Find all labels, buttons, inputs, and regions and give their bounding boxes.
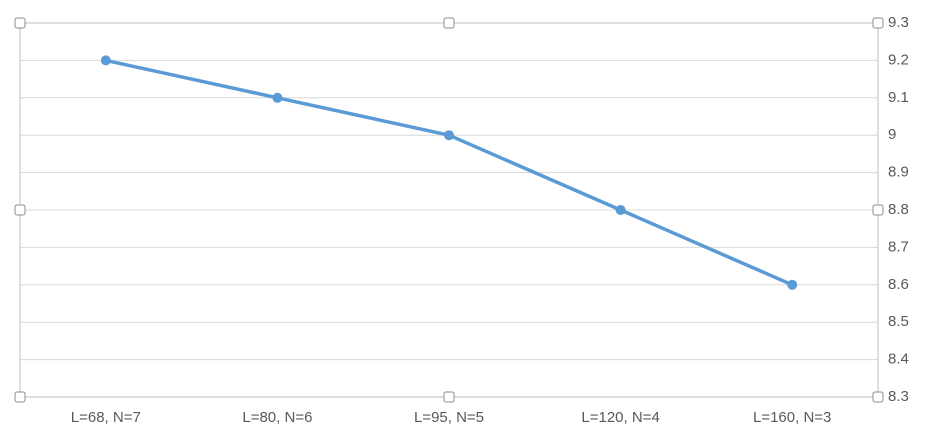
y-tick-label: 9.1 xyxy=(888,89,909,106)
y-tick-label: 8.4 xyxy=(888,351,909,368)
handle xyxy=(872,391,884,403)
y-tick-label: 8.7 xyxy=(888,238,909,255)
y-tick-label: 9.2 xyxy=(888,51,909,68)
marker xyxy=(787,279,798,290)
y-tick-label: 9 xyxy=(888,126,896,143)
handle xyxy=(872,17,884,29)
handle xyxy=(14,391,26,403)
x-tick-label: L=120, N=4 xyxy=(581,409,659,426)
handle xyxy=(443,391,455,403)
handle xyxy=(443,17,455,29)
y-tick-label: 8.6 xyxy=(888,276,909,293)
y-tick-label: 8.3 xyxy=(888,388,909,405)
marker xyxy=(615,205,626,215)
y-tick-label: 8.5 xyxy=(888,313,909,330)
marker xyxy=(272,92,283,103)
handle xyxy=(872,204,884,216)
marker xyxy=(444,130,454,141)
y-tick-label: 8.9 xyxy=(888,164,909,181)
handle xyxy=(14,17,26,29)
x-tick-label: L=68, N=7 xyxy=(71,409,141,426)
y-tick-label: 8.8 xyxy=(888,201,909,218)
selection-handles xyxy=(14,17,884,403)
x-tick-label: L=95, N=5 xyxy=(414,409,484,426)
handle xyxy=(14,204,26,216)
x-tick-label: L=80, N=6 xyxy=(242,409,312,426)
x-tick-label: L=160, N=3 xyxy=(753,409,831,426)
y-tick-label: 9.3 xyxy=(888,14,909,31)
marker xyxy=(100,55,111,66)
